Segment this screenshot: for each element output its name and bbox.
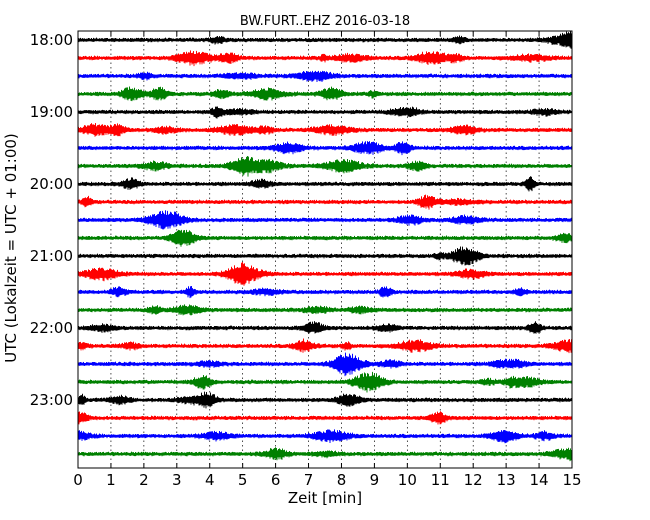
trace-line: [77, 30, 573, 49]
trace-line: [77, 246, 573, 266]
x-tick-label: 0: [73, 471, 83, 489]
y-tick-label: 22:00: [30, 319, 73, 337]
x-tick-label: 6: [271, 471, 281, 489]
trace-line: [77, 141, 573, 156]
trace-line: [77, 176, 573, 192]
trace-line: [77, 155, 573, 177]
x-axis: 0 1 2 3 4 5 6 7 8 9 10 11 12 13 14 15: [73, 31, 582, 489]
y-axis: 18:00 19:00 20:00 21:00 22:00 23:00: [30, 31, 572, 409]
x-tick-label: 2: [139, 471, 149, 489]
x-tick-label: 15: [562, 471, 581, 489]
x-axis-label: Zeit [min]: [288, 489, 362, 507]
trace-line: [77, 447, 573, 462]
trace-line: [77, 123, 573, 137]
trace-line: [77, 262, 573, 286]
x-tick-label: 5: [238, 471, 248, 489]
x-tick-label: 13: [497, 471, 516, 489]
seismic-traces: [77, 30, 573, 462]
x-tick-label: 12: [464, 471, 483, 489]
chart-title: BW.FURT..EHZ 2016-03-18: [240, 14, 410, 29]
y-tick-label: 18:00: [30, 31, 73, 49]
x-tick-label: 7: [304, 471, 314, 489]
trace-line: [77, 106, 573, 119]
plot-frame: [77, 30, 573, 469]
x-tick-label: 14: [530, 471, 549, 489]
y-tick-label: 19:00: [30, 103, 73, 121]
trace-line: [77, 50, 573, 67]
trace-line: [77, 429, 573, 444]
trace-line: [77, 86, 573, 102]
trace-line: [77, 411, 573, 425]
y-axis-label: UTC (Lokalzeit = UTC + 01:00): [2, 133, 20, 363]
y-tick-label: 20:00: [30, 175, 73, 193]
trace-line: [77, 338, 573, 354]
x-tick-label: 9: [370, 471, 380, 489]
y-tick-label: 21:00: [30, 247, 73, 265]
x-tick-label: 3: [172, 471, 182, 489]
x-tick-label: 10: [398, 471, 417, 489]
x-tick-label: 8: [337, 471, 347, 489]
trace-line: [77, 304, 573, 316]
x-tick-label: 1: [106, 471, 116, 489]
y-tick-label: 23:00: [30, 391, 73, 409]
trace-line: [77, 352, 573, 377]
trace-line: [77, 321, 573, 334]
x-tick-label: 11: [431, 471, 450, 489]
trace-line: [77, 371, 573, 393]
trace-line: [77, 229, 573, 247]
trace-line: [77, 210, 573, 230]
x-tick-label: 4: [205, 471, 215, 489]
trace-line: [77, 391, 573, 409]
trace-line: [77, 194, 573, 210]
trace-line: [77, 286, 573, 299]
grid-lines: [110, 31, 540, 468]
trace-line: [77, 70, 573, 82]
